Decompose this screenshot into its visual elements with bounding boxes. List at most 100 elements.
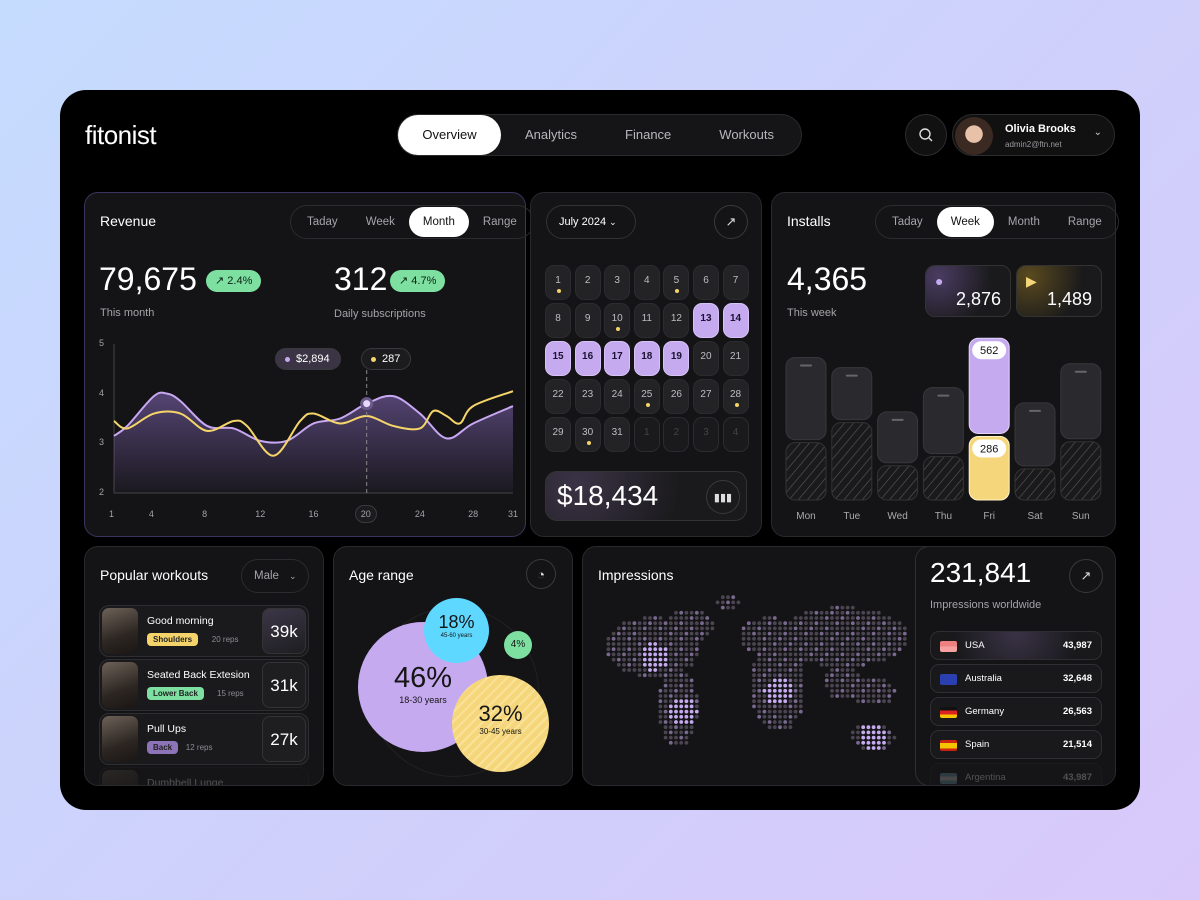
country-row[interactable]: Germany 26,563 xyxy=(930,697,1102,726)
revenue-change-badge: ↗ 2.4% xyxy=(206,270,262,292)
calendar-day-next-month[interactable]: 4 xyxy=(722,417,749,452)
workout-item[interactable]: Pull Ups Back 12 reps 27k xyxy=(99,713,309,765)
map-dot xyxy=(861,678,866,683)
tab-workouts[interactable]: Workouts xyxy=(719,127,774,142)
range-today[interactable]: Taday xyxy=(892,216,923,228)
day-number: 13 xyxy=(700,313,712,324)
calendar-day[interactable]: 26 xyxy=(663,379,690,414)
map-dot xyxy=(757,683,762,688)
map-dot xyxy=(611,636,616,641)
workout-item[interactable]: Seated Back Extesion Lower Back 15 reps 3… xyxy=(99,659,309,711)
tooltip-revenue-value: $2,894 xyxy=(296,353,330,365)
map-dot xyxy=(809,636,814,641)
calendar-day[interactable]: 23 xyxy=(574,379,601,414)
calendar-day[interactable]: 4 xyxy=(633,265,660,300)
map-dot xyxy=(648,673,652,678)
country-row[interactable]: Spain 21,514 xyxy=(930,730,1102,759)
range-range[interactable]: Range xyxy=(1067,216,1102,228)
map-dot xyxy=(814,631,819,636)
range-week[interactable]: Week xyxy=(936,207,994,237)
calendar-day[interactable]: 17 xyxy=(604,341,631,376)
calendar-day-next-month[interactable]: 2 xyxy=(663,417,690,452)
calendar-day-next-month[interactable]: 1 xyxy=(633,417,660,452)
calendar-day[interactable]: 8 xyxy=(545,303,571,338)
range-today[interactable]: Taday xyxy=(307,216,338,228)
map-dot xyxy=(882,694,886,698)
calendar-day[interactable]: 30 xyxy=(574,417,601,452)
map-dot xyxy=(772,616,777,620)
map-dot xyxy=(684,678,689,683)
map-dot xyxy=(871,740,876,745)
day-number: 25 xyxy=(641,389,653,400)
map-dot xyxy=(642,636,647,641)
calendar-day[interactable]: 14 xyxy=(722,303,749,338)
user-menu[interactable]: Olivia Brooks admin2@ftn.net ⌄ xyxy=(952,114,1115,156)
map-dot xyxy=(689,652,694,657)
calendar-day[interactable]: 11 xyxy=(633,303,660,338)
calendar-day[interactable]: 12 xyxy=(663,303,690,338)
search-button[interactable] xyxy=(905,114,947,156)
calendar-day[interactable]: 15 xyxy=(545,341,571,376)
map-dot xyxy=(689,714,694,719)
expand-button[interactable]: ↗ xyxy=(714,205,748,239)
calendar-day[interactable]: 18 xyxy=(633,341,660,376)
tab-overview[interactable]: Overview xyxy=(398,115,501,155)
calendar-day[interactable]: 16 xyxy=(574,341,601,376)
calendar-day[interactable]: 22 xyxy=(545,379,571,414)
calendar-day[interactable]: 1 xyxy=(545,265,571,300)
calendar-day[interactable]: 29 xyxy=(545,417,571,452)
map-dot xyxy=(648,642,652,646)
map-dot xyxy=(622,626,626,631)
calendar-day[interactable]: 19 xyxy=(663,341,690,376)
calendar-day[interactable]: 6 xyxy=(692,265,719,300)
range-range[interactable]: Range xyxy=(482,216,517,228)
map-dot xyxy=(788,678,793,683)
calendar-day[interactable]: 2 xyxy=(574,265,601,300)
calendar-day[interactable]: 3 xyxy=(604,265,631,300)
map-dot xyxy=(674,725,678,730)
map-dot xyxy=(830,631,834,636)
tab-analytics[interactable]: Analytics xyxy=(525,127,578,142)
map-dot xyxy=(783,678,788,683)
map-dot xyxy=(668,735,673,740)
map-dot xyxy=(835,642,840,646)
calendar-day[interactable]: 20 xyxy=(692,341,719,376)
calendar-day[interactable]: 27 xyxy=(692,379,719,414)
bar-value-label: 562 xyxy=(980,345,998,357)
range-month[interactable]: Month xyxy=(408,207,469,237)
workout-item[interactable]: Dumbbell Lunge xyxy=(99,767,309,785)
workout-item[interactable]: Good morning Shoulders 20 reps 39k xyxy=(99,605,309,657)
calendar-day[interactable]: 7 xyxy=(722,265,749,300)
calendar-day[interactable]: 21 xyxy=(722,341,749,376)
calendar-day[interactable]: 31 xyxy=(604,417,631,452)
day-number: 9 xyxy=(584,313,591,324)
gender-filter[interactable]: Male ⌄ xyxy=(241,559,309,593)
bar-chart-button[interactable]: ▮▮▮ xyxy=(706,480,740,514)
country-row[interactable]: USA 43,987 xyxy=(930,631,1102,660)
calendar-day[interactable]: 13 xyxy=(692,303,719,338)
map-dot xyxy=(887,652,892,657)
calendar-day[interactable]: 24 xyxy=(604,379,631,414)
map-dot xyxy=(694,631,699,636)
map-dot xyxy=(856,610,860,615)
range-month[interactable]: Month xyxy=(1007,216,1040,228)
pie-chart-button[interactable]: ◔ xyxy=(526,559,556,589)
country-row[interactable]: Australia 32,648 xyxy=(930,664,1102,693)
calendar-day[interactable]: 25 xyxy=(633,379,660,414)
map-dot xyxy=(642,621,647,626)
map-dot xyxy=(882,688,886,693)
map-dot xyxy=(824,626,829,631)
map-dot xyxy=(679,678,684,683)
calendar-day-next-month[interactable]: 3 xyxy=(692,417,719,452)
calendar-day[interactable]: 9 xyxy=(574,303,601,338)
tab-finance[interactable]: Finance xyxy=(625,127,672,142)
calendar-day[interactable]: 5 xyxy=(663,265,690,300)
expand-button[interactable]: ↗ xyxy=(1069,559,1103,593)
country-row[interactable]: Argentina 43,987 xyxy=(930,763,1102,785)
calendar-day[interactable]: 28 xyxy=(722,379,749,414)
map-dot xyxy=(757,714,762,719)
map-dot xyxy=(882,730,886,735)
calendar-day[interactable]: 10 xyxy=(604,303,631,338)
range-week[interactable]: Week xyxy=(365,216,395,228)
month-selector[interactable]: July 2024 ⌄ xyxy=(546,205,636,239)
